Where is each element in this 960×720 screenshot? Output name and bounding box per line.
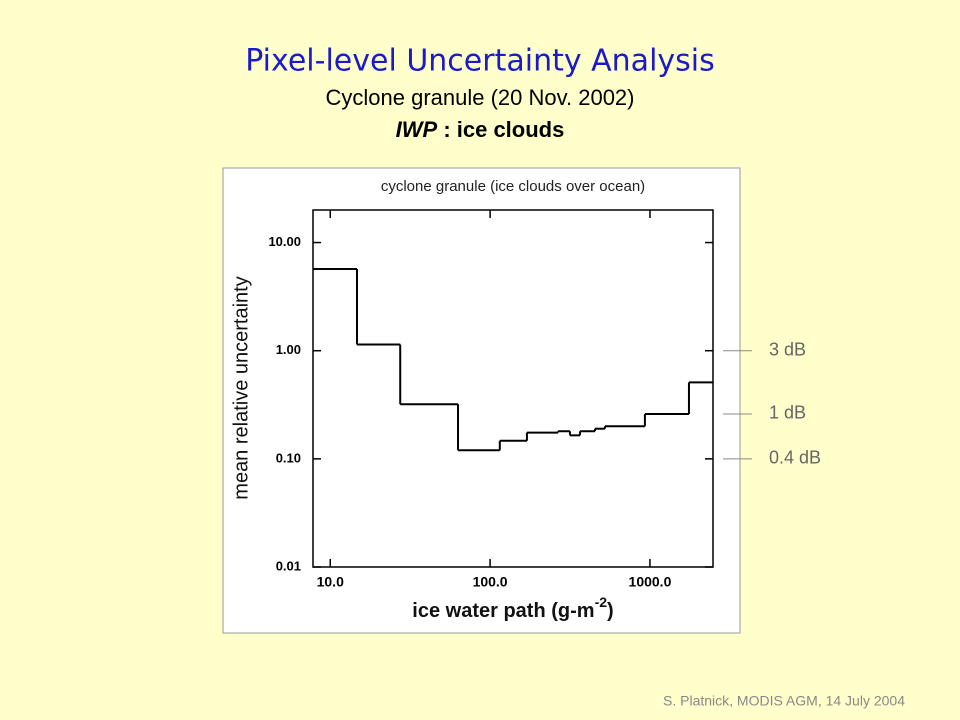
plot-area [312, 209, 714, 568]
slide-heading: IWP : ice clouds [396, 117, 565, 142]
slide-title: Pixel-level Uncertainty Analysis [245, 44, 715, 79]
heading-rest: : ice clouds [437, 117, 564, 142]
y-tick-label: 0.01 [276, 558, 301, 573]
x-tick-label: 100.0 [473, 574, 508, 590]
annotation: 1 dB [769, 403, 806, 423]
x-label-main: ice water path (g-m [412, 600, 594, 622]
heading-italic: IWP [396, 117, 438, 142]
footer: S. Platnick, MODIS AGM, 14 July 2004 [663, 693, 905, 709]
chart-title: cyclone granule (ice clouds over ocean) [381, 178, 645, 195]
y-tick-label: 10.00 [268, 234, 301, 249]
x-axis-label: ice water path (g-m-2) [412, 594, 613, 623]
x-label-end: ) [607, 600, 614, 622]
y-tick-label: 1.00 [276, 342, 301, 357]
annotation: 0.4 dB [769, 448, 821, 468]
x-label-sup: -2 [595, 594, 608, 610]
x-tick-label: 1000.0 [629, 574, 672, 590]
x-tick-label: 10.0 [317, 574, 344, 590]
slide-subtitle: Cyclone granule (20 Nov. 2002) [326, 85, 635, 110]
y-axis-label: mean relative uncertainty [230, 276, 252, 499]
y-tick-label: 0.10 [276, 450, 301, 465]
chart-frame [222, 167, 741, 634]
annotation: 3 dB [769, 339, 806, 359]
